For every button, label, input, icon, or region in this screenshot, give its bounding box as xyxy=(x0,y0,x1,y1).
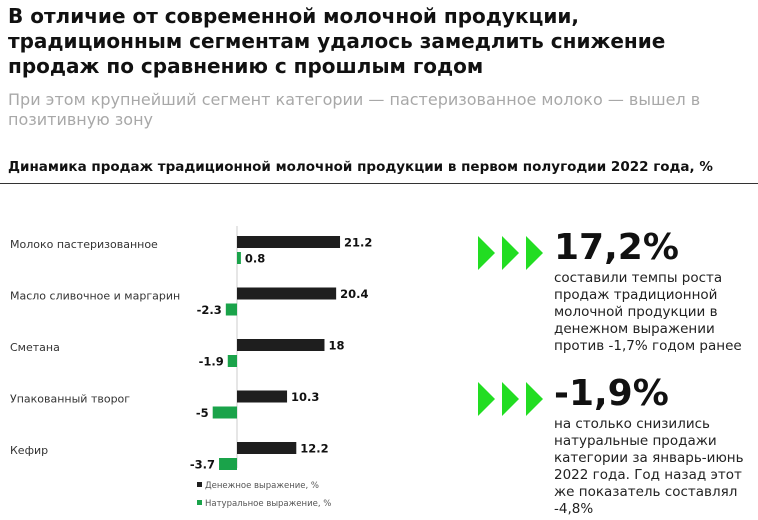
data-label: -2.3 xyxy=(197,303,222,317)
legend-swatch xyxy=(197,482,202,487)
data-label: 18 xyxy=(328,339,344,353)
legend-swatch xyxy=(197,500,202,505)
stat-value: 17,2% xyxy=(554,227,679,268)
page-title: В отличие от современной молочной продук… xyxy=(8,4,666,78)
chart-title: Динамика продаж традиционной молочной пр… xyxy=(8,159,713,175)
category-label: Сметана xyxy=(10,341,60,354)
bar-monetary xyxy=(237,339,325,351)
data-label: 12.2 xyxy=(300,442,328,456)
legend-label: Натуральное выражение, % xyxy=(205,499,331,509)
bar-volume xyxy=(237,252,241,264)
category-label: Масло сливочное и маргарин xyxy=(10,290,180,303)
triple-arrow-icon xyxy=(478,382,543,416)
data-label: 20.4 xyxy=(340,287,368,301)
bar-volume xyxy=(227,355,237,367)
bar-volume xyxy=(212,406,237,419)
category-label: Упакованный творог xyxy=(10,393,130,406)
data-label: -1.9 xyxy=(199,355,224,369)
stat-value: -1,9% xyxy=(554,373,669,414)
category-label: Молоко пастеризованное xyxy=(10,238,158,251)
data-label: 0.8 xyxy=(245,252,265,266)
bar-volume xyxy=(225,303,237,316)
bar-monetary xyxy=(237,287,337,300)
triple-arrow-icon xyxy=(478,236,543,270)
category-label: Кефир xyxy=(10,444,48,457)
legend-label: Денежное выражение, % xyxy=(205,481,319,491)
bar-chart: Молоко пастеризованное 21.2 0.8 Масло сливо… xyxy=(10,226,372,509)
bar-volume xyxy=(219,458,237,470)
data-label: -3.7 xyxy=(190,458,215,472)
bar-monetary xyxy=(237,390,288,403)
data-label: 21.2 xyxy=(344,236,372,250)
bar-monetary xyxy=(237,442,297,454)
divider xyxy=(0,183,758,184)
stat-description: составили темпы роста продаж традиционно… xyxy=(554,270,742,354)
data-label: 10.3 xyxy=(291,390,319,404)
page-subtitle: При этом крупнейший сегмент категории — … xyxy=(8,90,701,129)
stat-description: на столько снизились натуральные продажи… xyxy=(554,416,744,517)
data-label: -5 xyxy=(196,406,209,420)
bar-monetary xyxy=(237,236,341,248)
